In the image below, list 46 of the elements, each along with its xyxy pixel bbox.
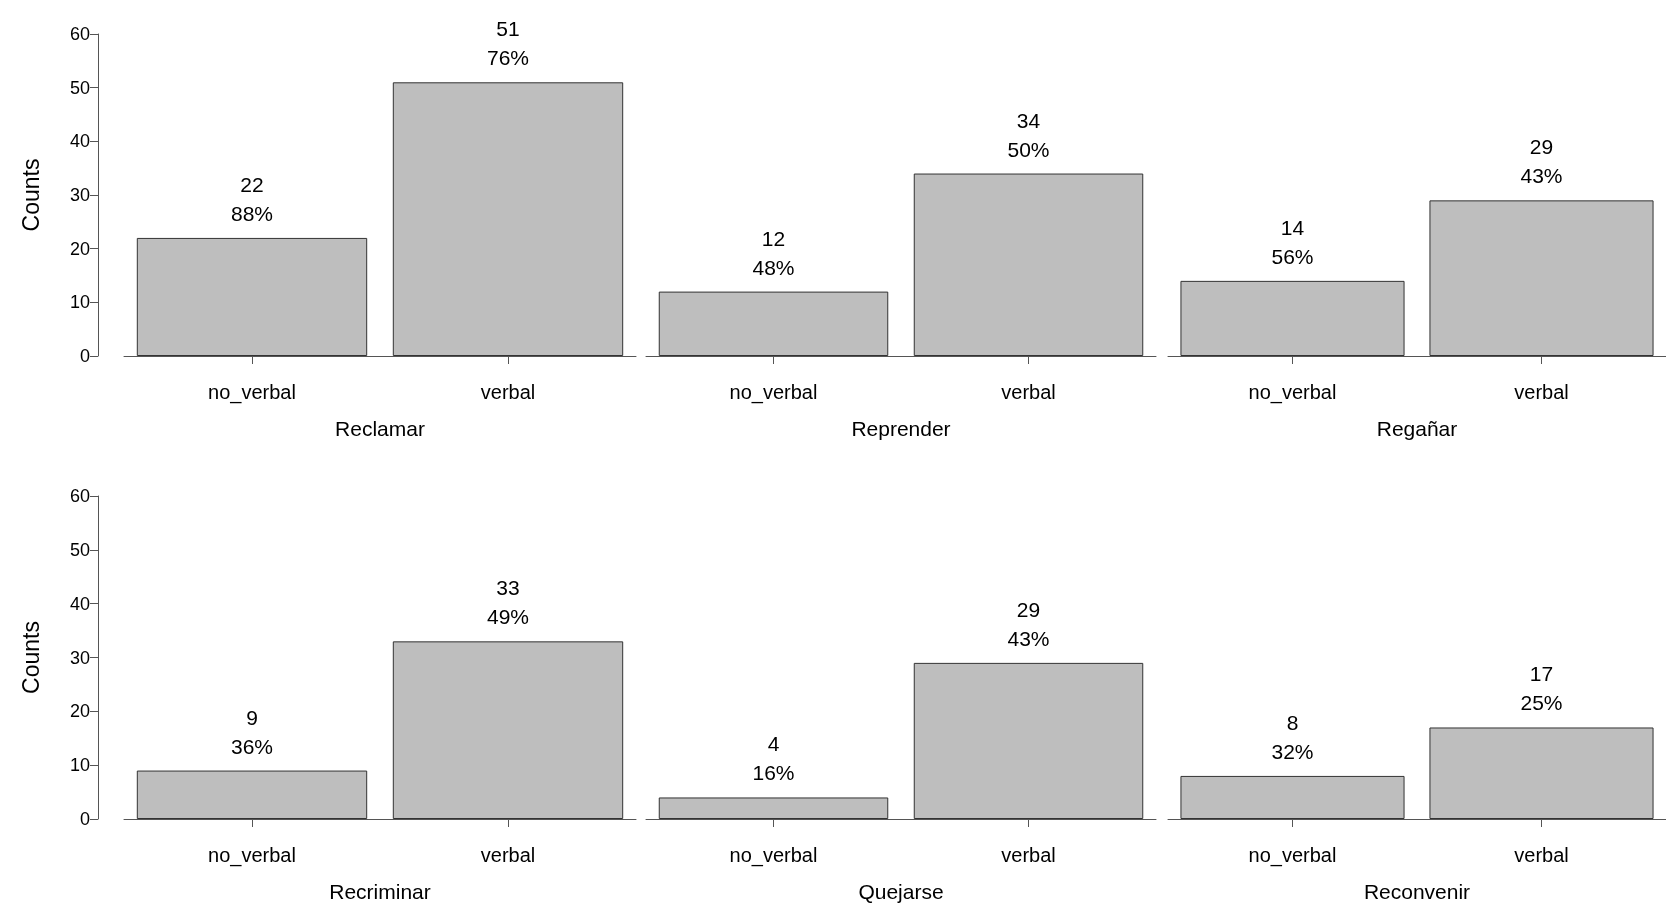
data-label: 29 43% <box>1520 135 1563 188</box>
y-tick-label: 0 <box>79 346 90 366</box>
x-tick-label: verbal <box>1001 844 1056 866</box>
data-label: 14 56% <box>1271 215 1314 268</box>
y-tick-label: 10 <box>69 292 90 313</box>
x-axis-title: Reconvenir <box>1363 880 1471 903</box>
x-axis-title: Recriminar <box>329 880 431 903</box>
x-axis-title: Reprender <box>851 417 951 440</box>
y-tick-label: 20 <box>69 701 90 722</box>
x-axis-title: Quejarse <box>858 880 944 903</box>
x-tick-label: no_verbal <box>729 844 818 867</box>
data-label: 8 32% <box>1271 710 1314 763</box>
data-label: 17 25% <box>1520 662 1563 715</box>
x-tick-label: no_verbal <box>729 381 818 404</box>
y-tick-label: 50 <box>69 77 90 98</box>
y-tick-label: 40 <box>69 131 90 152</box>
data-label: 51 76% <box>486 17 530 70</box>
x-tick-label: no_verbal <box>208 844 296 867</box>
y-tick-label: 60 <box>69 24 90 44</box>
data-label: 4 16% <box>752 732 795 785</box>
x-axis-title: Reclamar <box>335 417 425 440</box>
y-tick-label: 50 <box>69 539 90 560</box>
x-tick-label: no_verbal <box>1248 381 1337 404</box>
data-label: 34 50% <box>1007 108 1050 161</box>
x-tick-label: verbal <box>480 844 536 866</box>
x-tick-label: verbal <box>1514 844 1569 866</box>
x-tick-label: verbal <box>1514 381 1569 403</box>
y-tick-label: 10 <box>69 755 90 776</box>
y-tick-label: 60 <box>69 486 90 506</box>
x-tick-label: verbal <box>1001 381 1056 403</box>
x-tick-label: no_verbal <box>1248 844 1337 867</box>
data-label: 33 49% <box>486 576 530 629</box>
data-label: 12 48% <box>752 226 795 279</box>
data-label: 9 36% <box>230 705 274 758</box>
y-axis-title: Counts <box>17 621 44 694</box>
y-axis-title: Counts <box>17 158 44 232</box>
y-tick-label: 40 <box>69 593 90 614</box>
x-tick-label: verbal <box>480 381 536 403</box>
y-tick-label: 20 <box>69 238 90 259</box>
y-tick-label: 0 <box>79 809 90 829</box>
x-tick-label: no_verbal <box>208 381 296 404</box>
y-tick-label: 30 <box>69 185 90 205</box>
x-axis-title: Regañar <box>1376 417 1458 440</box>
data-label: 22 88% <box>230 172 274 225</box>
data-label: 29 43% <box>1007 597 1050 650</box>
y-tick-label: 30 <box>69 647 90 668</box>
